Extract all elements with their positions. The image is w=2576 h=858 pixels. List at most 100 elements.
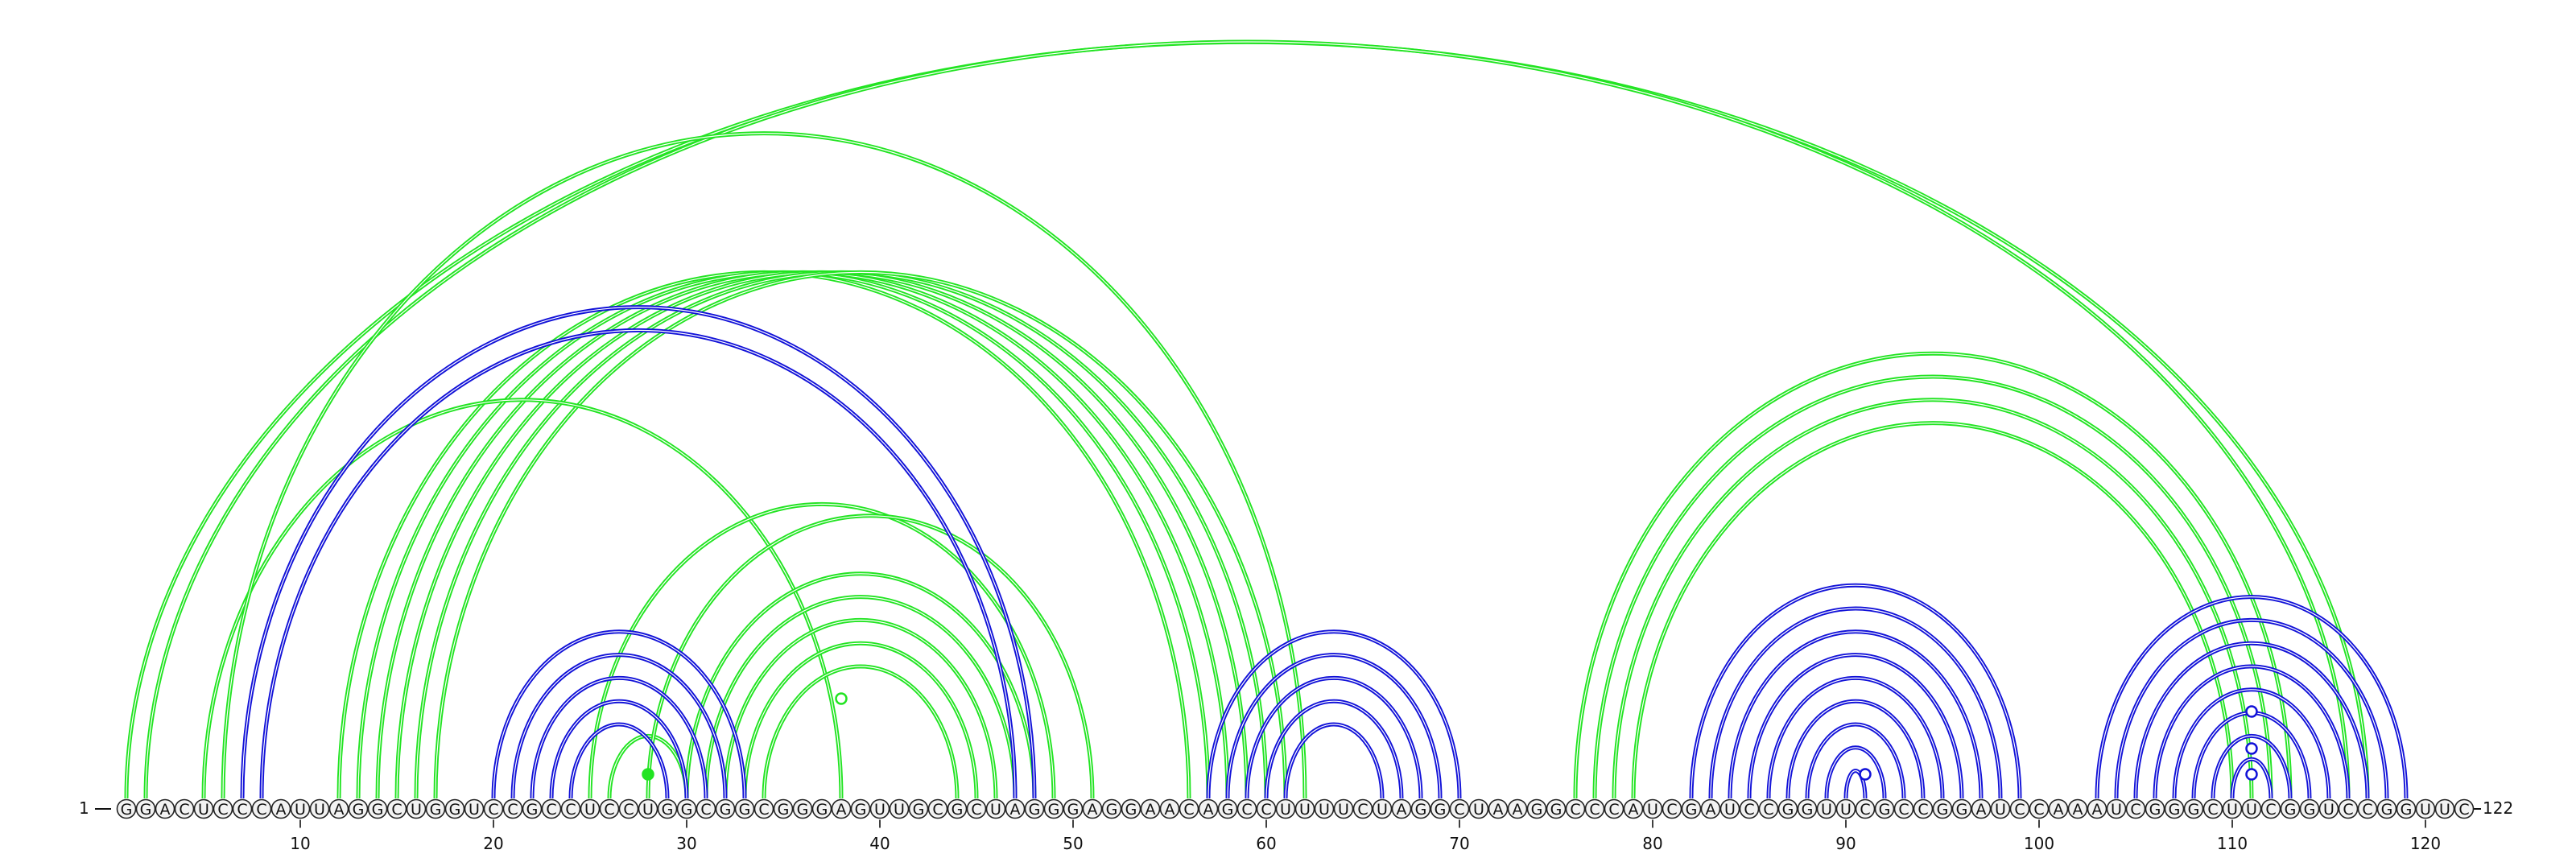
nucleotide-letter: U <box>1319 801 1330 819</box>
axis-tick-label: 110 <box>2217 834 2248 853</box>
nucleotide-circle <box>1005 798 1026 819</box>
nucleotide: A <box>1140 798 1161 819</box>
nucleotide-letter: C <box>2014 801 2025 819</box>
green-base-pair-arc <box>1592 374 2273 799</box>
nucleotide: A <box>2048 798 2069 819</box>
nucleotide: G <box>947 798 968 819</box>
nucleotide-letter: A <box>1010 801 1021 819</box>
nucleotide: C <box>1565 798 1586 819</box>
nucleotide: U <box>290 798 311 819</box>
nucleotide: G <box>1526 798 1547 819</box>
nucleotide: A <box>1005 798 1026 819</box>
axis-tick-label: 40 <box>869 834 890 853</box>
nucleotide-letter: C <box>1860 801 1870 819</box>
nucleotide-letter: G <box>720 801 732 819</box>
nucleotide: G <box>1410 798 1431 819</box>
blue-base-pair-arc-core <box>531 677 707 799</box>
nucleotide-letter: G <box>913 801 925 819</box>
nucleotide-circle <box>1256 798 1277 819</box>
nucleotide-circle <box>2183 798 2204 819</box>
blue-base-pair-arc <box>1245 675 1423 799</box>
nucleotide-letter: U <box>1840 801 1852 819</box>
green-base-pair-arc-core <box>686 573 1035 799</box>
nucleotide-letter: C <box>565 801 576 819</box>
blue-base-pair-arc <box>1766 675 1945 799</box>
nucleotide-letter: U <box>411 801 422 819</box>
nucleotide-circle <box>947 798 968 819</box>
nucleotide: G <box>367 798 388 819</box>
nucleotide-circle <box>2125 798 2146 819</box>
nucleotide-circle <box>1063 798 1084 819</box>
nucleotide: U <box>1990 798 2011 819</box>
base-pair-arcs <box>124 39 2409 799</box>
green-base-pair-arc-core <box>705 596 1016 799</box>
nucleotide-circle <box>560 798 581 819</box>
arc-marker <box>2245 742 2258 755</box>
nucleotide-letter: C <box>1454 801 1464 819</box>
blue-base-pair-arc-core <box>1729 631 1982 799</box>
green-base-pair-arc-core <box>1633 423 2233 799</box>
nucleotide-letter: C <box>217 801 228 819</box>
nucleotide-letter: G <box>952 801 964 819</box>
nucleotide-letter: C <box>2265 801 2276 819</box>
nucleotide-letter: G <box>372 801 384 819</box>
nucleotide-letter: C <box>2033 801 2044 819</box>
blue-base-pair-arc-core <box>2212 735 2291 799</box>
nucleotide: U <box>1333 798 1354 819</box>
nucleotide-letter: G <box>1550 801 1563 819</box>
nucleotide-circle <box>1140 798 1161 819</box>
nucleotide: G <box>1951 798 1972 819</box>
nucleotide-letter: A <box>1203 801 1214 819</box>
nucleotide-letter: G <box>353 801 365 819</box>
nucleotide-letter: G <box>121 801 133 819</box>
nucleotide-circle <box>2396 798 2417 819</box>
nucleotide-letter: A <box>1513 801 1523 819</box>
green-base-pair-arc-core <box>763 666 958 799</box>
nucleotide-letter: G <box>1067 801 1080 819</box>
nucleotide: C <box>232 798 253 819</box>
nucleotide-letter: C <box>256 801 266 819</box>
nucleotide-circle <box>270 798 291 819</box>
nucleotide-letter: U <box>2246 801 2257 819</box>
nucleotide: G <box>2183 798 2204 819</box>
nucleotide-letter: G <box>2149 801 2161 819</box>
nucleotide-letter: A <box>1706 801 1716 819</box>
nucleotide-letter: U <box>990 801 1001 819</box>
axis-tick-label: 90 <box>1835 834 1856 853</box>
nucleotide: G <box>657 798 678 819</box>
nucleotide-letter: G <box>449 801 461 819</box>
axis-tick-label: 70 <box>1449 834 1469 853</box>
nucleotide-letter: U <box>314 801 325 819</box>
nucleotide-letter: U <box>198 801 209 819</box>
nucleotide: G <box>135 798 156 819</box>
blue-base-pair-arc-core <box>2154 666 2349 799</box>
nucleotide: U <box>1719 798 1740 819</box>
nucleotide-circle <box>1275 798 1296 819</box>
nucleotide: C <box>1662 798 1682 819</box>
green-base-pair-arc <box>433 270 1288 799</box>
nucleotide: U <box>2241 798 2262 819</box>
nucleotide-letter: A <box>1088 801 1098 819</box>
nucleotide: G <box>1777 798 1798 819</box>
nucleotide-circle <box>1990 798 2011 819</box>
nucleotide-circle <box>657 798 678 819</box>
nucleotide-circle <box>773 798 794 819</box>
blue-base-pair-arc-core <box>1246 677 1422 799</box>
nucleotide-circle <box>2202 798 2223 819</box>
nucleotide-circle <box>2009 798 2030 819</box>
nucleotide-letter: G <box>681 801 693 819</box>
nucleotide-letter: U <box>874 801 886 819</box>
nucleotide: G <box>1024 798 1045 819</box>
nucleotide-circle <box>1546 798 1567 819</box>
nucleotide-circle <box>328 798 349 819</box>
nucleotide-circle <box>2241 798 2262 819</box>
nucleotide-circle <box>1449 798 1470 819</box>
nucleotide-circle <box>1623 798 1644 819</box>
nucleotide: G <box>734 798 755 819</box>
nucleotide-letter: G <box>1956 801 1968 819</box>
nucleotide-letter: U <box>1995 801 2006 819</box>
nucleotide-circle <box>1604 798 1624 819</box>
nucleotide-letter: A <box>1165 801 1175 819</box>
nucleotide-letter: C <box>2458 801 2469 819</box>
